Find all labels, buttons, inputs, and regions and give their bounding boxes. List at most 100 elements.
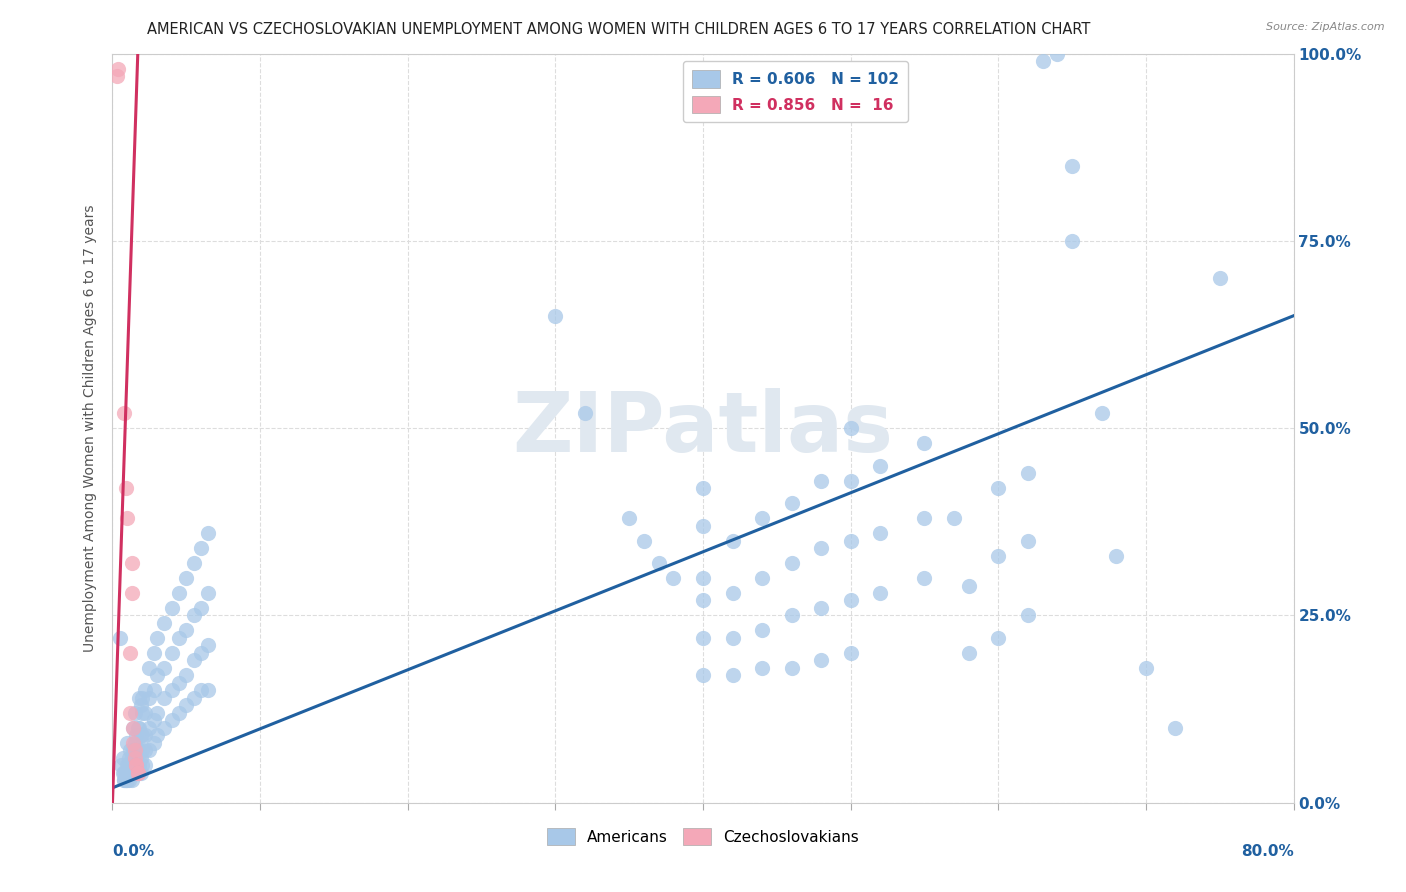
Point bbox=[142, 736, 165, 750]
Point bbox=[146, 631, 169, 645]
Y-axis label: Unemployment Among Women with Children Ages 6 to 17 years: Unemployment Among Women with Children A… bbox=[83, 204, 97, 652]
Point bbox=[987, 481, 1010, 495]
Point bbox=[692, 518, 714, 533]
Point bbox=[721, 668, 744, 682]
Point bbox=[810, 541, 832, 555]
Point bbox=[544, 309, 567, 323]
Point bbox=[120, 743, 142, 757]
Point bbox=[167, 676, 190, 690]
Point bbox=[120, 765, 142, 780]
Point bbox=[574, 406, 596, 420]
Point bbox=[117, 736, 138, 750]
Point bbox=[780, 556, 803, 570]
Point bbox=[111, 765, 134, 780]
Text: Source: ZipAtlas.com: Source: ZipAtlas.com bbox=[1267, 22, 1385, 32]
Point bbox=[633, 533, 655, 548]
Point bbox=[183, 690, 205, 705]
Point bbox=[124, 751, 146, 765]
Point bbox=[134, 758, 156, 772]
Point bbox=[131, 690, 153, 705]
Point bbox=[142, 714, 165, 728]
Point bbox=[127, 765, 149, 780]
Point bbox=[174, 624, 197, 638]
Point bbox=[839, 474, 862, 488]
Point bbox=[987, 631, 1010, 645]
Point bbox=[839, 646, 862, 660]
Point bbox=[721, 631, 744, 645]
Point bbox=[124, 736, 146, 750]
Point bbox=[197, 526, 219, 541]
Point bbox=[131, 758, 153, 772]
Point bbox=[810, 653, 832, 667]
Point bbox=[1208, 271, 1232, 285]
Point bbox=[1062, 234, 1084, 248]
Point bbox=[153, 690, 176, 705]
Point bbox=[124, 765, 146, 780]
Point bbox=[1105, 549, 1128, 563]
Point bbox=[692, 481, 714, 495]
Point bbox=[134, 728, 156, 742]
Point bbox=[160, 601, 183, 615]
Point bbox=[120, 765, 142, 780]
Point bbox=[121, 773, 143, 788]
Point bbox=[112, 765, 135, 780]
Point bbox=[780, 496, 803, 510]
Point bbox=[987, 549, 1010, 563]
Point bbox=[117, 511, 138, 525]
Point bbox=[108, 631, 131, 645]
Point bbox=[117, 773, 138, 788]
Point bbox=[1062, 159, 1084, 173]
Point bbox=[721, 586, 744, 600]
Point bbox=[692, 631, 714, 645]
Point bbox=[692, 571, 714, 585]
Point bbox=[122, 721, 145, 735]
Point bbox=[128, 721, 150, 735]
Point bbox=[134, 743, 156, 757]
Point bbox=[129, 751, 152, 765]
Point bbox=[914, 571, 936, 585]
Point bbox=[167, 706, 190, 720]
Point bbox=[957, 646, 980, 660]
Point bbox=[120, 646, 142, 660]
Point bbox=[125, 728, 148, 742]
Point bbox=[118, 758, 141, 772]
Point bbox=[751, 511, 773, 525]
Point bbox=[124, 751, 146, 765]
Point bbox=[153, 721, 176, 735]
Point bbox=[129, 728, 152, 742]
Point bbox=[111, 751, 134, 765]
Point bbox=[120, 706, 142, 720]
Point bbox=[124, 706, 146, 720]
Point bbox=[125, 765, 148, 780]
Point bbox=[942, 511, 965, 525]
Point bbox=[128, 690, 150, 705]
Point bbox=[112, 773, 135, 788]
Point bbox=[117, 758, 138, 772]
Point bbox=[118, 765, 141, 780]
Point bbox=[131, 706, 153, 720]
Point bbox=[127, 765, 149, 780]
Legend: Americans, Czechoslovakians: Americans, Czechoslovakians bbox=[541, 822, 865, 851]
Point bbox=[692, 593, 714, 607]
Point bbox=[869, 458, 891, 473]
Point bbox=[110, 758, 132, 772]
Point bbox=[121, 765, 143, 780]
Point bbox=[780, 608, 803, 623]
Point bbox=[118, 765, 141, 780]
Point bbox=[128, 743, 150, 757]
Point bbox=[1032, 54, 1054, 68]
Point bbox=[160, 646, 183, 660]
Point bbox=[153, 615, 176, 630]
Point bbox=[167, 586, 190, 600]
Point bbox=[174, 571, 197, 585]
Point bbox=[662, 571, 685, 585]
Point bbox=[1135, 661, 1157, 675]
Point bbox=[131, 743, 153, 757]
Point bbox=[125, 743, 148, 757]
Point bbox=[839, 593, 862, 607]
Point bbox=[914, 436, 936, 450]
Point bbox=[114, 773, 136, 788]
Point bbox=[1017, 466, 1039, 480]
Point bbox=[125, 758, 148, 772]
Text: ZIPatlas: ZIPatlas bbox=[513, 388, 893, 468]
